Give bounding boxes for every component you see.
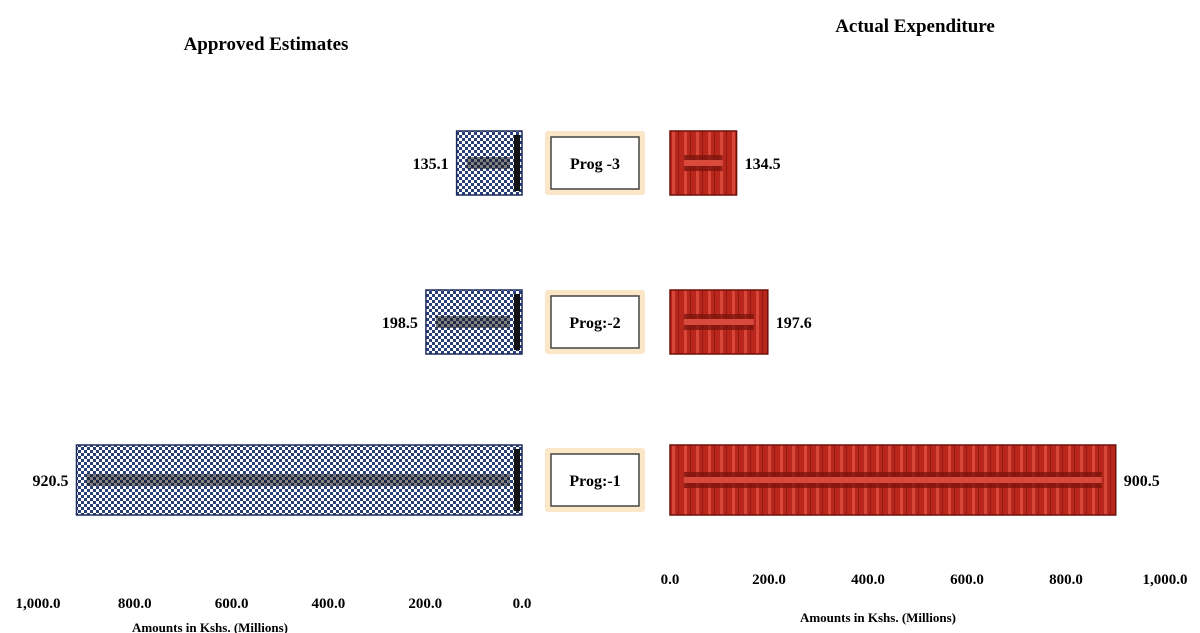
actual-value-label: 197.6 — [776, 315, 812, 332]
left-axis-tick-label: 200.0 — [408, 596, 442, 612]
actual-bar-highlight — [684, 319, 754, 325]
left-axis-tick-label: 0.0 — [513, 596, 532, 612]
right-series-title: Actual Expenditure — [835, 16, 995, 37]
program-box — [550, 453, 640, 507]
actual-bar-highlight — [684, 160, 723, 166]
approved-bar-end — [514, 449, 520, 511]
left-axis-tick-label: 1,000.0 — [16, 596, 61, 612]
left-series-title: Approved Estimates — [184, 34, 349, 55]
left-axis-tick-label: 600.0 — [215, 596, 249, 612]
left-axis-tick-label: 800.0 — [118, 596, 152, 612]
left-axis-title: Amounts in Kshs. (Millions) — [132, 620, 288, 633]
right-axis-tick-label: 800.0 — [1049, 572, 1083, 588]
right-axis-tick-label: 600.0 — [950, 572, 984, 588]
program-box — [550, 136, 640, 190]
approved-bar-shading — [435, 316, 510, 328]
left-axis-tick-label: 400.0 — [312, 596, 346, 612]
approved-value-label: 135.1 — [413, 156, 449, 173]
program-label: Prog:-2 — [569, 315, 620, 332]
actual-value-label: 134.5 — [745, 156, 781, 173]
right-axis-tick-label: 400.0 — [851, 572, 885, 588]
program-label: Prog:-1 — [569, 473, 620, 490]
approved-value-label: 920.5 — [32, 473, 68, 490]
program-label: Prog -3 — [570, 156, 620, 173]
right-axis-title: Amounts in Kshs. (Millions) — [800, 610, 956, 625]
right-axis-tick-label: 1,000.0 — [1143, 572, 1188, 588]
program-box — [550, 295, 640, 349]
approved-bar-shading — [86, 474, 510, 486]
actual-bar-highlight — [684, 477, 1102, 483]
approved-bar-end — [514, 135, 520, 191]
approved-bar-end — [514, 294, 520, 350]
actual-value-label: 900.5 — [1124, 473, 1160, 490]
right-axis-tick-label: 200.0 — [752, 572, 786, 588]
approved-value-label: 198.5 — [382, 315, 418, 332]
approved-bar-shading — [466, 157, 510, 169]
right-axis-tick-label: 0.0 — [661, 572, 680, 588]
